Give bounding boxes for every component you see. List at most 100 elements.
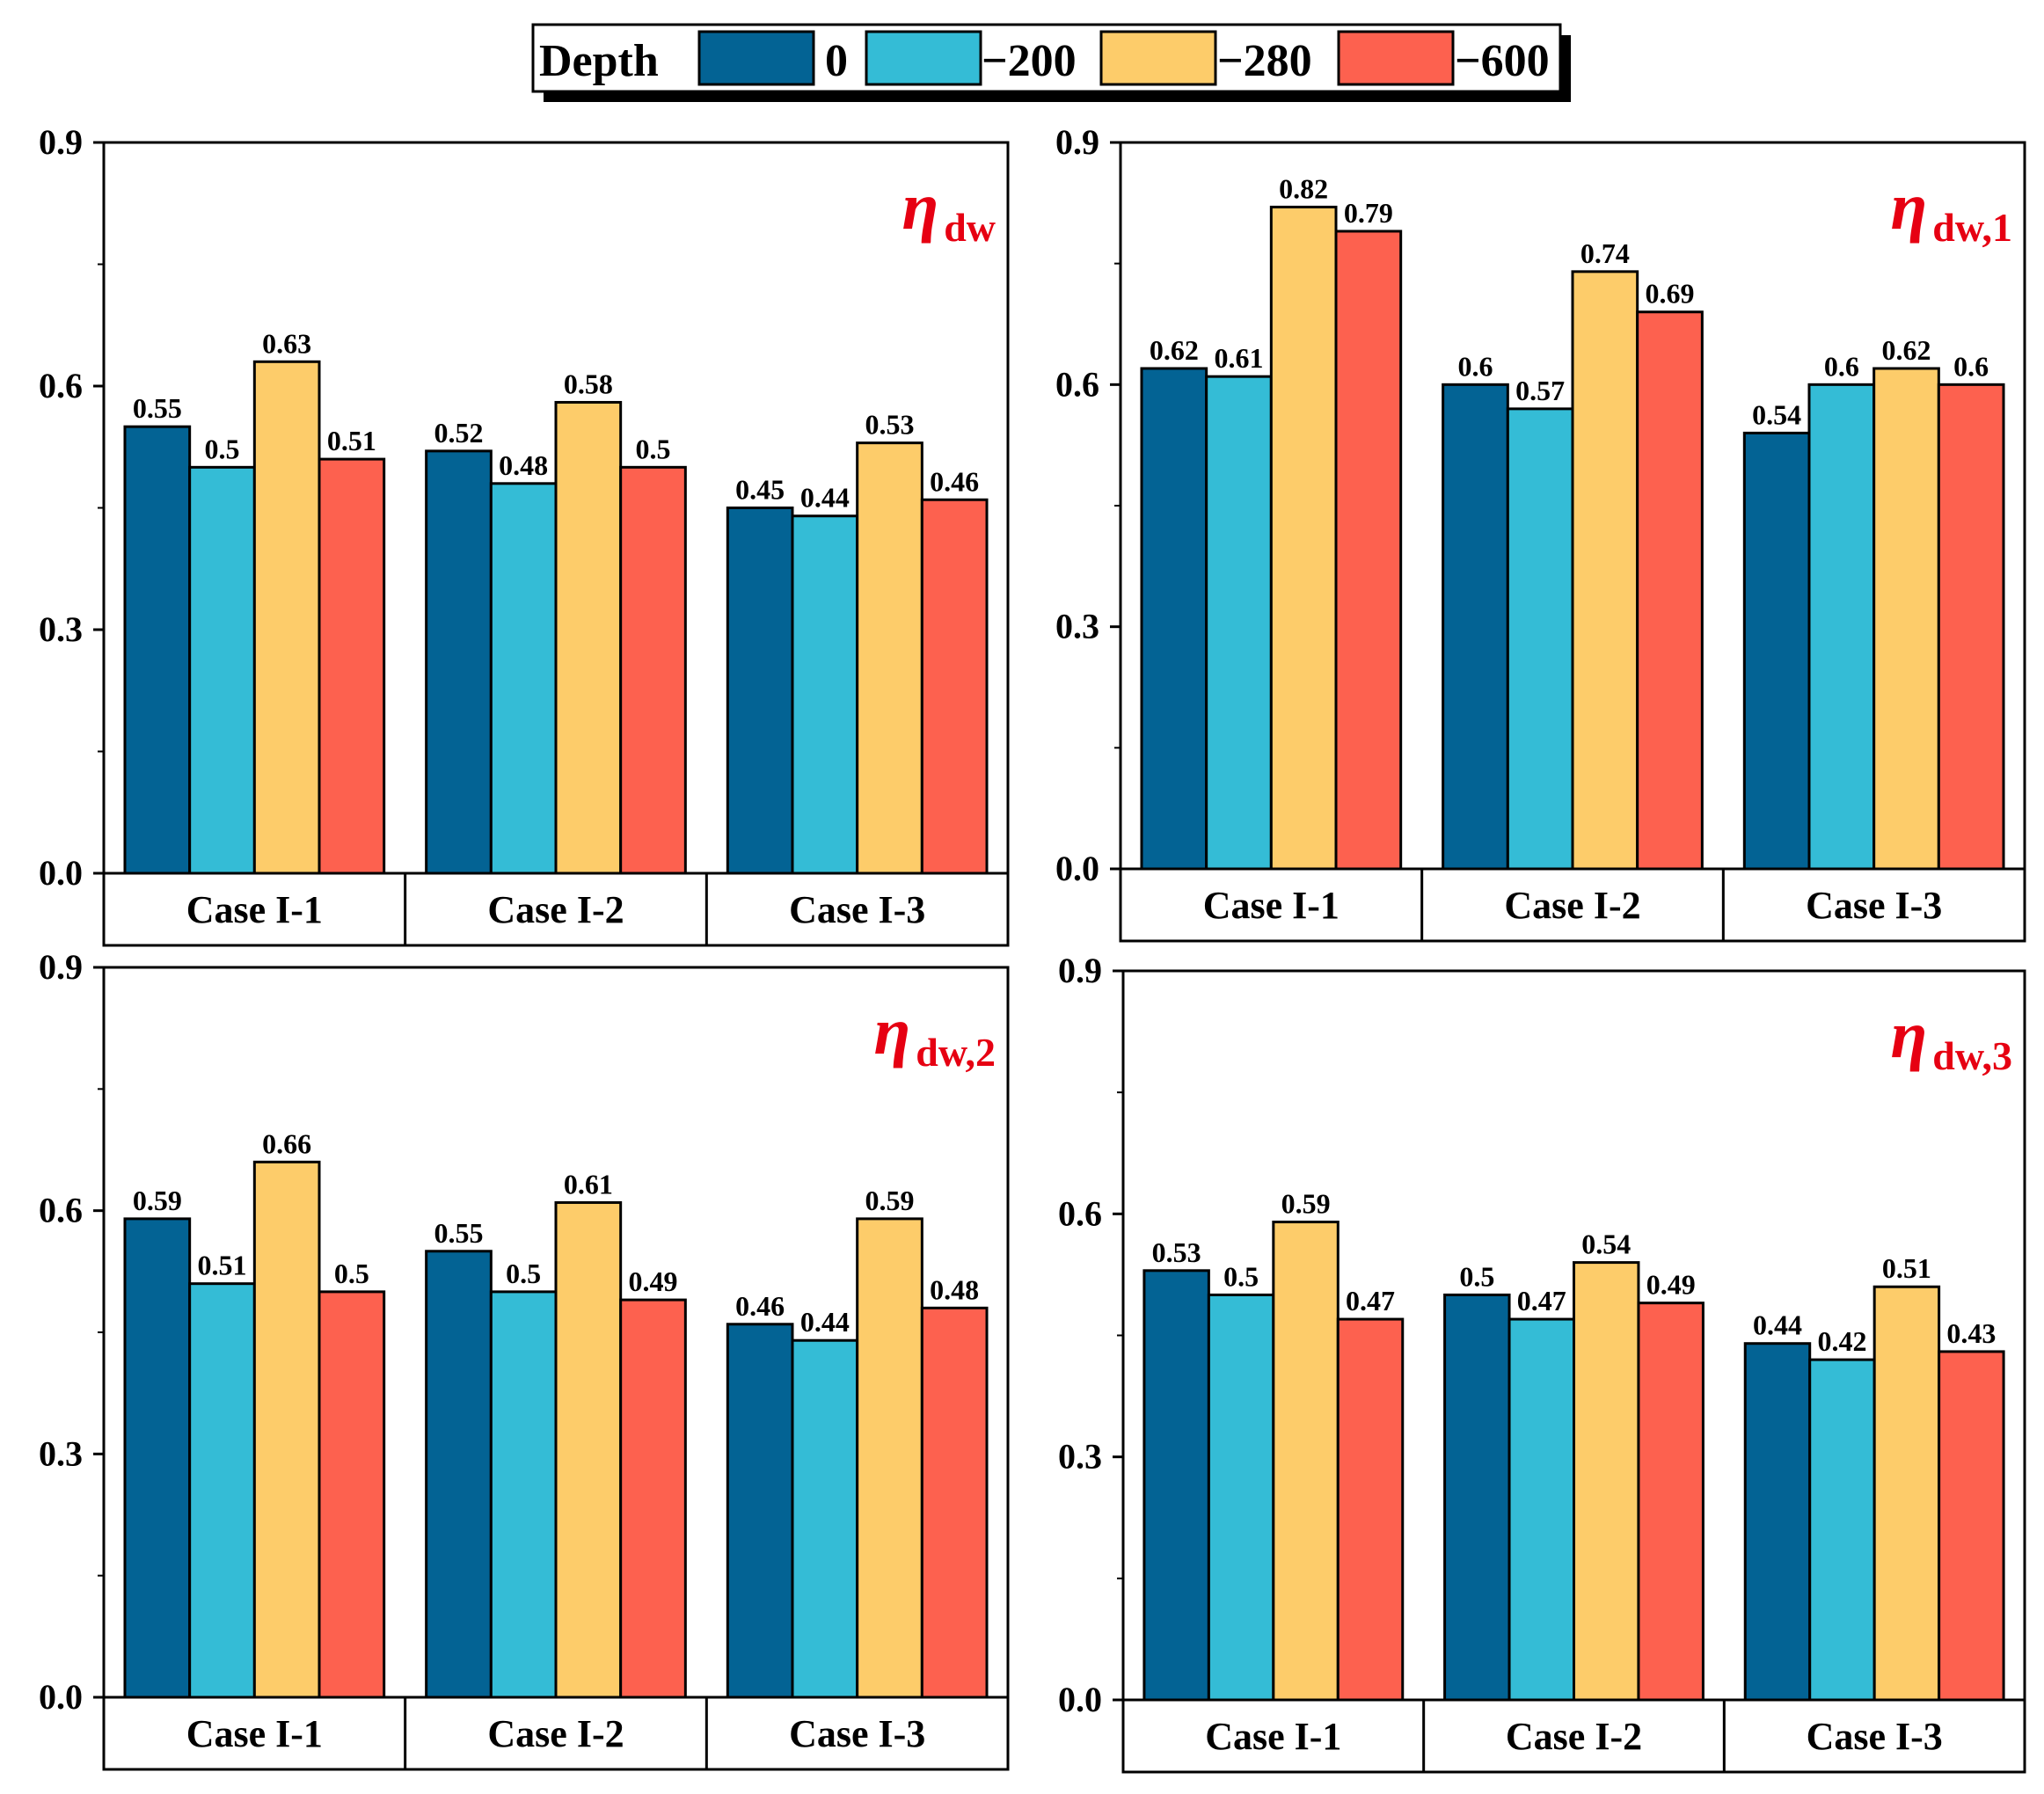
y-tick-label: 0.0 — [1058, 1680, 1102, 1719]
bar — [1506, 407, 1574, 871]
legend-label-0: 0 — [825, 36, 848, 86]
y-tick-label: 0.3 — [1055, 607, 1099, 646]
bar — [188, 1282, 256, 1699]
data-label: 0.42 — [1817, 1325, 1866, 1357]
data-label: 0.61 — [564, 1168, 613, 1200]
category-label: Case I-1 — [186, 1712, 323, 1755]
bar — [1442, 383, 1509, 871]
chart-panel-3: 0.0 0.3 0.6 0.9 Case I-1 Case I-2 Case I-3 0.59… — [39, 947, 1010, 1771]
data-label: 0.79 — [1344, 197, 1393, 229]
y-tick-label: 0.0 — [39, 853, 83, 893]
y-tick-label: 0.3 — [1058, 1437, 1102, 1477]
bar — [920, 1306, 989, 1699]
data-label: 0.45 — [735, 474, 785, 506]
data-label: 0.6 — [1457, 350, 1493, 382]
data-label: 0.66 — [262, 1127, 311, 1159]
data-label: 0.46 — [735, 1290, 785, 1322]
data-label: 0.53 — [1152, 1236, 1201, 1268]
bar — [1205, 375, 1273, 871]
category-label: Case I-3 — [789, 1712, 925, 1755]
chart-panel-1: 0.0 0.3 0.6 0.9 Case I-1 Case I-2 Case I-3 0.55… — [39, 122, 1010, 947]
legend-swatch-1 — [865, 30, 982, 86]
panel-title: η dw,1 — [1891, 170, 2012, 250]
data-label: 0.5 — [1459, 1260, 1494, 1292]
data-label: 0.5 — [1223, 1260, 1259, 1292]
legend-title: Depth — [539, 36, 659, 86]
legend-label-2: −280 — [1217, 36, 1312, 86]
bar — [123, 1217, 192, 1699]
legend-swatch-2 — [1099, 30, 1217, 86]
bar — [1872, 1285, 1941, 1702]
bar — [856, 441, 923, 875]
data-label: 0.59 — [133, 1185, 182, 1216]
bar — [726, 507, 794, 875]
data-label: 0.63 — [262, 327, 311, 359]
y-tick-label: 0.0 — [1055, 849, 1099, 888]
category-label: Case I-2 — [1506, 1715, 1642, 1758]
legend-swatch-3 — [1337, 30, 1455, 86]
data-label: 0.6 — [1824, 350, 1859, 382]
data-label: 0.6 — [1953, 350, 1989, 382]
bar — [252, 1160, 321, 1699]
data-label: 0.49 — [629, 1265, 678, 1297]
bar — [554, 1200, 623, 1699]
data-label: 0.55 — [133, 392, 182, 424]
data-label: 0.54 — [1752, 398, 1801, 430]
category-label: Case I-1 — [1203, 884, 1340, 927]
data-label: 0.5 — [334, 1258, 369, 1289]
chart-panel-4: 0.0 0.3 0.6 0.9 Case I-1 Case I-2 Case I-3 0.53… — [1058, 951, 2026, 1774]
category-label: Case I-3 — [1806, 884, 1942, 927]
legend-label-1: −200 — [982, 36, 1077, 86]
legend-swatch-0 — [697, 30, 815, 86]
bar — [252, 360, 321, 875]
bar — [1573, 1261, 1640, 1702]
bar — [1336, 1317, 1405, 1702]
bar — [554, 400, 623, 875]
bar — [920, 498, 989, 875]
data-label: 0.54 — [1581, 1229, 1631, 1260]
y-tick-label: 0.9 — [39, 947, 83, 987]
bar — [1140, 367, 1208, 871]
data-label: 0.74 — [1580, 237, 1630, 269]
y-tick-label: 0.9 — [1055, 122, 1099, 162]
data-label: 0.46 — [930, 465, 979, 497]
category-label: Case I-3 — [789, 888, 925, 931]
y-tick-label: 0.0 — [39, 1677, 83, 1717]
bar — [1334, 230, 1403, 871]
bar — [1207, 1293, 1275, 1702]
data-label: 0.43 — [1946, 1317, 1996, 1349]
panel-title: η dw,3 — [1891, 998, 2012, 1078]
category-label: Case I-2 — [487, 1712, 624, 1755]
bar — [489, 1290, 558, 1699]
category-label: Case I-2 — [1504, 884, 1640, 927]
bar — [1743, 1342, 1812, 1702]
bar — [1742, 431, 1811, 871]
y-tick-label: 0.9 — [1058, 951, 1102, 990]
bar — [1807, 383, 1876, 871]
data-label: 0.59 — [865, 1185, 915, 1216]
category-label: Case I-2 — [487, 888, 624, 931]
data-label: 0.51 — [197, 1250, 246, 1281]
bar — [188, 465, 256, 875]
bar — [1272, 1221, 1340, 1702]
bar — [619, 1298, 687, 1699]
data-label: 0.49 — [1646, 1269, 1696, 1301]
data-label: 0.51 — [1882, 1252, 1931, 1284]
data-label: 0.5 — [506, 1258, 541, 1289]
y-tick-label: 0.6 — [39, 366, 83, 405]
bar — [318, 457, 386, 875]
y-tick-label: 0.3 — [39, 609, 83, 649]
bar — [1571, 270, 1639, 871]
category-label: Case I-1 — [1205, 1715, 1341, 1758]
data-label: 0.61 — [1214, 342, 1263, 374]
data-label: 0.52 — [434, 417, 483, 448]
data-label: 0.59 — [1281, 1188, 1331, 1220]
bar — [1636, 310, 1704, 871]
data-label: 0.53 — [865, 409, 915, 441]
bar — [1142, 1269, 1210, 1702]
data-label: 0.44 — [800, 1306, 850, 1338]
data-label: 0.44 — [1753, 1309, 1802, 1341]
data-label: 0.69 — [1646, 278, 1695, 310]
data-label: 0.48 — [499, 449, 548, 481]
